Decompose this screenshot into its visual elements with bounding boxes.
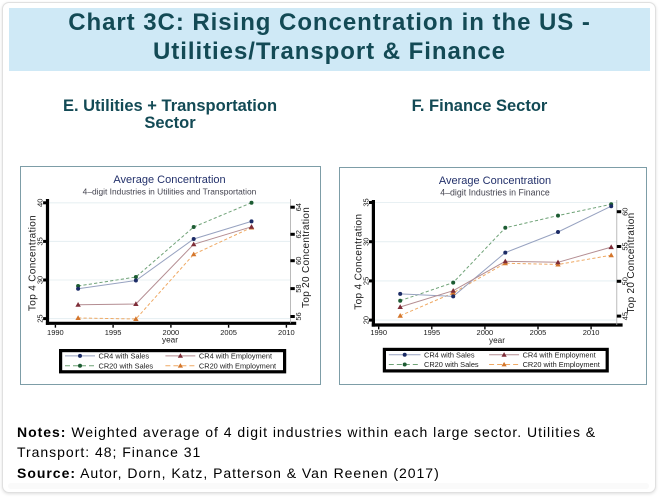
svg-text:2000: 2000 xyxy=(163,328,180,337)
svg-text:2005: 2005 xyxy=(220,328,237,337)
svg-text:Average Concentration: Average Concentration xyxy=(439,175,551,187)
svg-text:45: 45 xyxy=(620,312,629,320)
svg-text:1995: 1995 xyxy=(105,328,122,337)
svg-text:64: 64 xyxy=(294,203,303,211)
svg-text:2010: 2010 xyxy=(278,328,295,337)
svg-text:Top 4 Concentration: Top 4 Concentration xyxy=(27,215,38,311)
svg-text:30: 30 xyxy=(36,276,45,284)
svg-text:CR20 with Sales: CR20 with Sales xyxy=(424,360,479,369)
svg-text:4–digit Industries in Finance: 4–digit Industries in Finance xyxy=(440,188,550,198)
svg-text:55: 55 xyxy=(620,242,629,250)
svg-text:1995: 1995 xyxy=(423,328,440,337)
svg-text:1990: 1990 xyxy=(47,328,64,337)
svg-text:25: 25 xyxy=(361,277,370,285)
svg-text:30: 30 xyxy=(361,238,370,246)
svg-text:CR20 with Employment: CR20 with Employment xyxy=(523,360,600,369)
svg-text:Top 20 Concentration: Top 20 Concentration xyxy=(301,207,312,308)
svg-text:25: 25 xyxy=(36,314,45,322)
svg-text:20: 20 xyxy=(361,316,370,324)
svg-text:CR4 with Sales: CR4 with Sales xyxy=(99,352,150,361)
svg-text:56: 56 xyxy=(294,312,303,320)
svg-text:Average Concentration: Average Concentration xyxy=(113,174,225,186)
svg-text:CR4 with Sales: CR4 with Sales xyxy=(424,350,475,359)
svg-text:58: 58 xyxy=(294,284,303,292)
svg-text:2000: 2000 xyxy=(477,328,494,337)
svg-text:60: 60 xyxy=(620,208,629,216)
svg-text:4–digit Industries in Utilitie: 4–digit Industries in Utilities and Tran… xyxy=(83,187,257,197)
svg-text:CR4 with Employment: CR4 with Employment xyxy=(199,352,272,361)
svg-text:Top 20 Concentration: Top 20 Concentration xyxy=(626,212,637,313)
svg-text:year: year xyxy=(489,336,505,345)
svg-text:year: year xyxy=(162,335,178,344)
svg-text:35: 35 xyxy=(36,237,45,245)
svg-text:40: 40 xyxy=(36,199,45,207)
svg-text:CR20 with Sales: CR20 with Sales xyxy=(99,361,154,370)
svg-text:1990: 1990 xyxy=(370,328,387,337)
svg-text:CR4 with Employment: CR4 with Employment xyxy=(523,350,596,359)
svg-text:CR20 with Employment: CR20 with Employment xyxy=(199,361,276,370)
svg-text:50: 50 xyxy=(620,277,629,285)
svg-text:62: 62 xyxy=(294,230,303,238)
svg-text:60: 60 xyxy=(294,257,303,265)
svg-text:35: 35 xyxy=(361,198,370,206)
svg-text:Top 4 Concentration: Top 4 Concentration xyxy=(353,214,364,310)
svg-text:2005: 2005 xyxy=(530,328,547,337)
svg-text:2010: 2010 xyxy=(583,328,600,337)
